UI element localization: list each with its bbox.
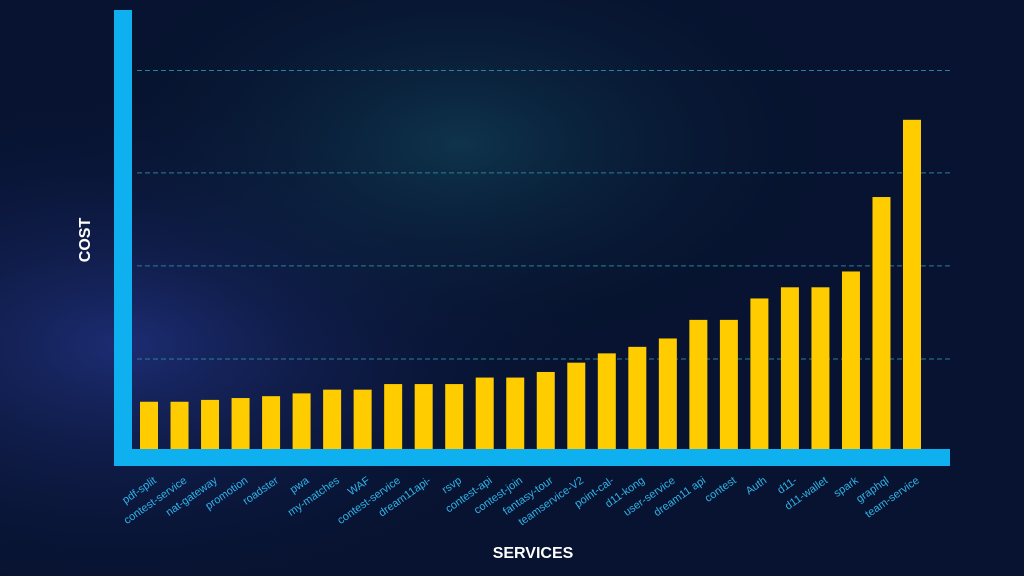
x-axis (114, 449, 950, 466)
bar (140, 401, 158, 452)
bar (445, 384, 464, 452)
bar (567, 362, 586, 452)
bar (872, 197, 891, 452)
bar (841, 271, 860, 452)
bar (597, 353, 616, 452)
bar (384, 384, 403, 452)
bar (170, 401, 189, 452)
bar (658, 338, 677, 452)
y-axis (114, 10, 132, 466)
bar (201, 399, 220, 452)
bar (353, 389, 372, 452)
bar (506, 377, 525, 452)
bar (903, 119, 921, 452)
bar (414, 384, 433, 452)
bar (475, 377, 494, 452)
bar (262, 396, 281, 452)
bar (536, 371, 555, 452)
bar (323, 389, 342, 452)
bar (689, 319, 708, 452)
bar (750, 298, 769, 452)
bar (719, 319, 738, 452)
bar (780, 287, 799, 452)
x-axis-title: SERVICES (493, 545, 574, 562)
y-axis-title: COST (77, 218, 94, 263)
bar (811, 287, 830, 452)
bar (628, 346, 647, 452)
bar (231, 398, 250, 452)
bar (292, 393, 311, 452)
